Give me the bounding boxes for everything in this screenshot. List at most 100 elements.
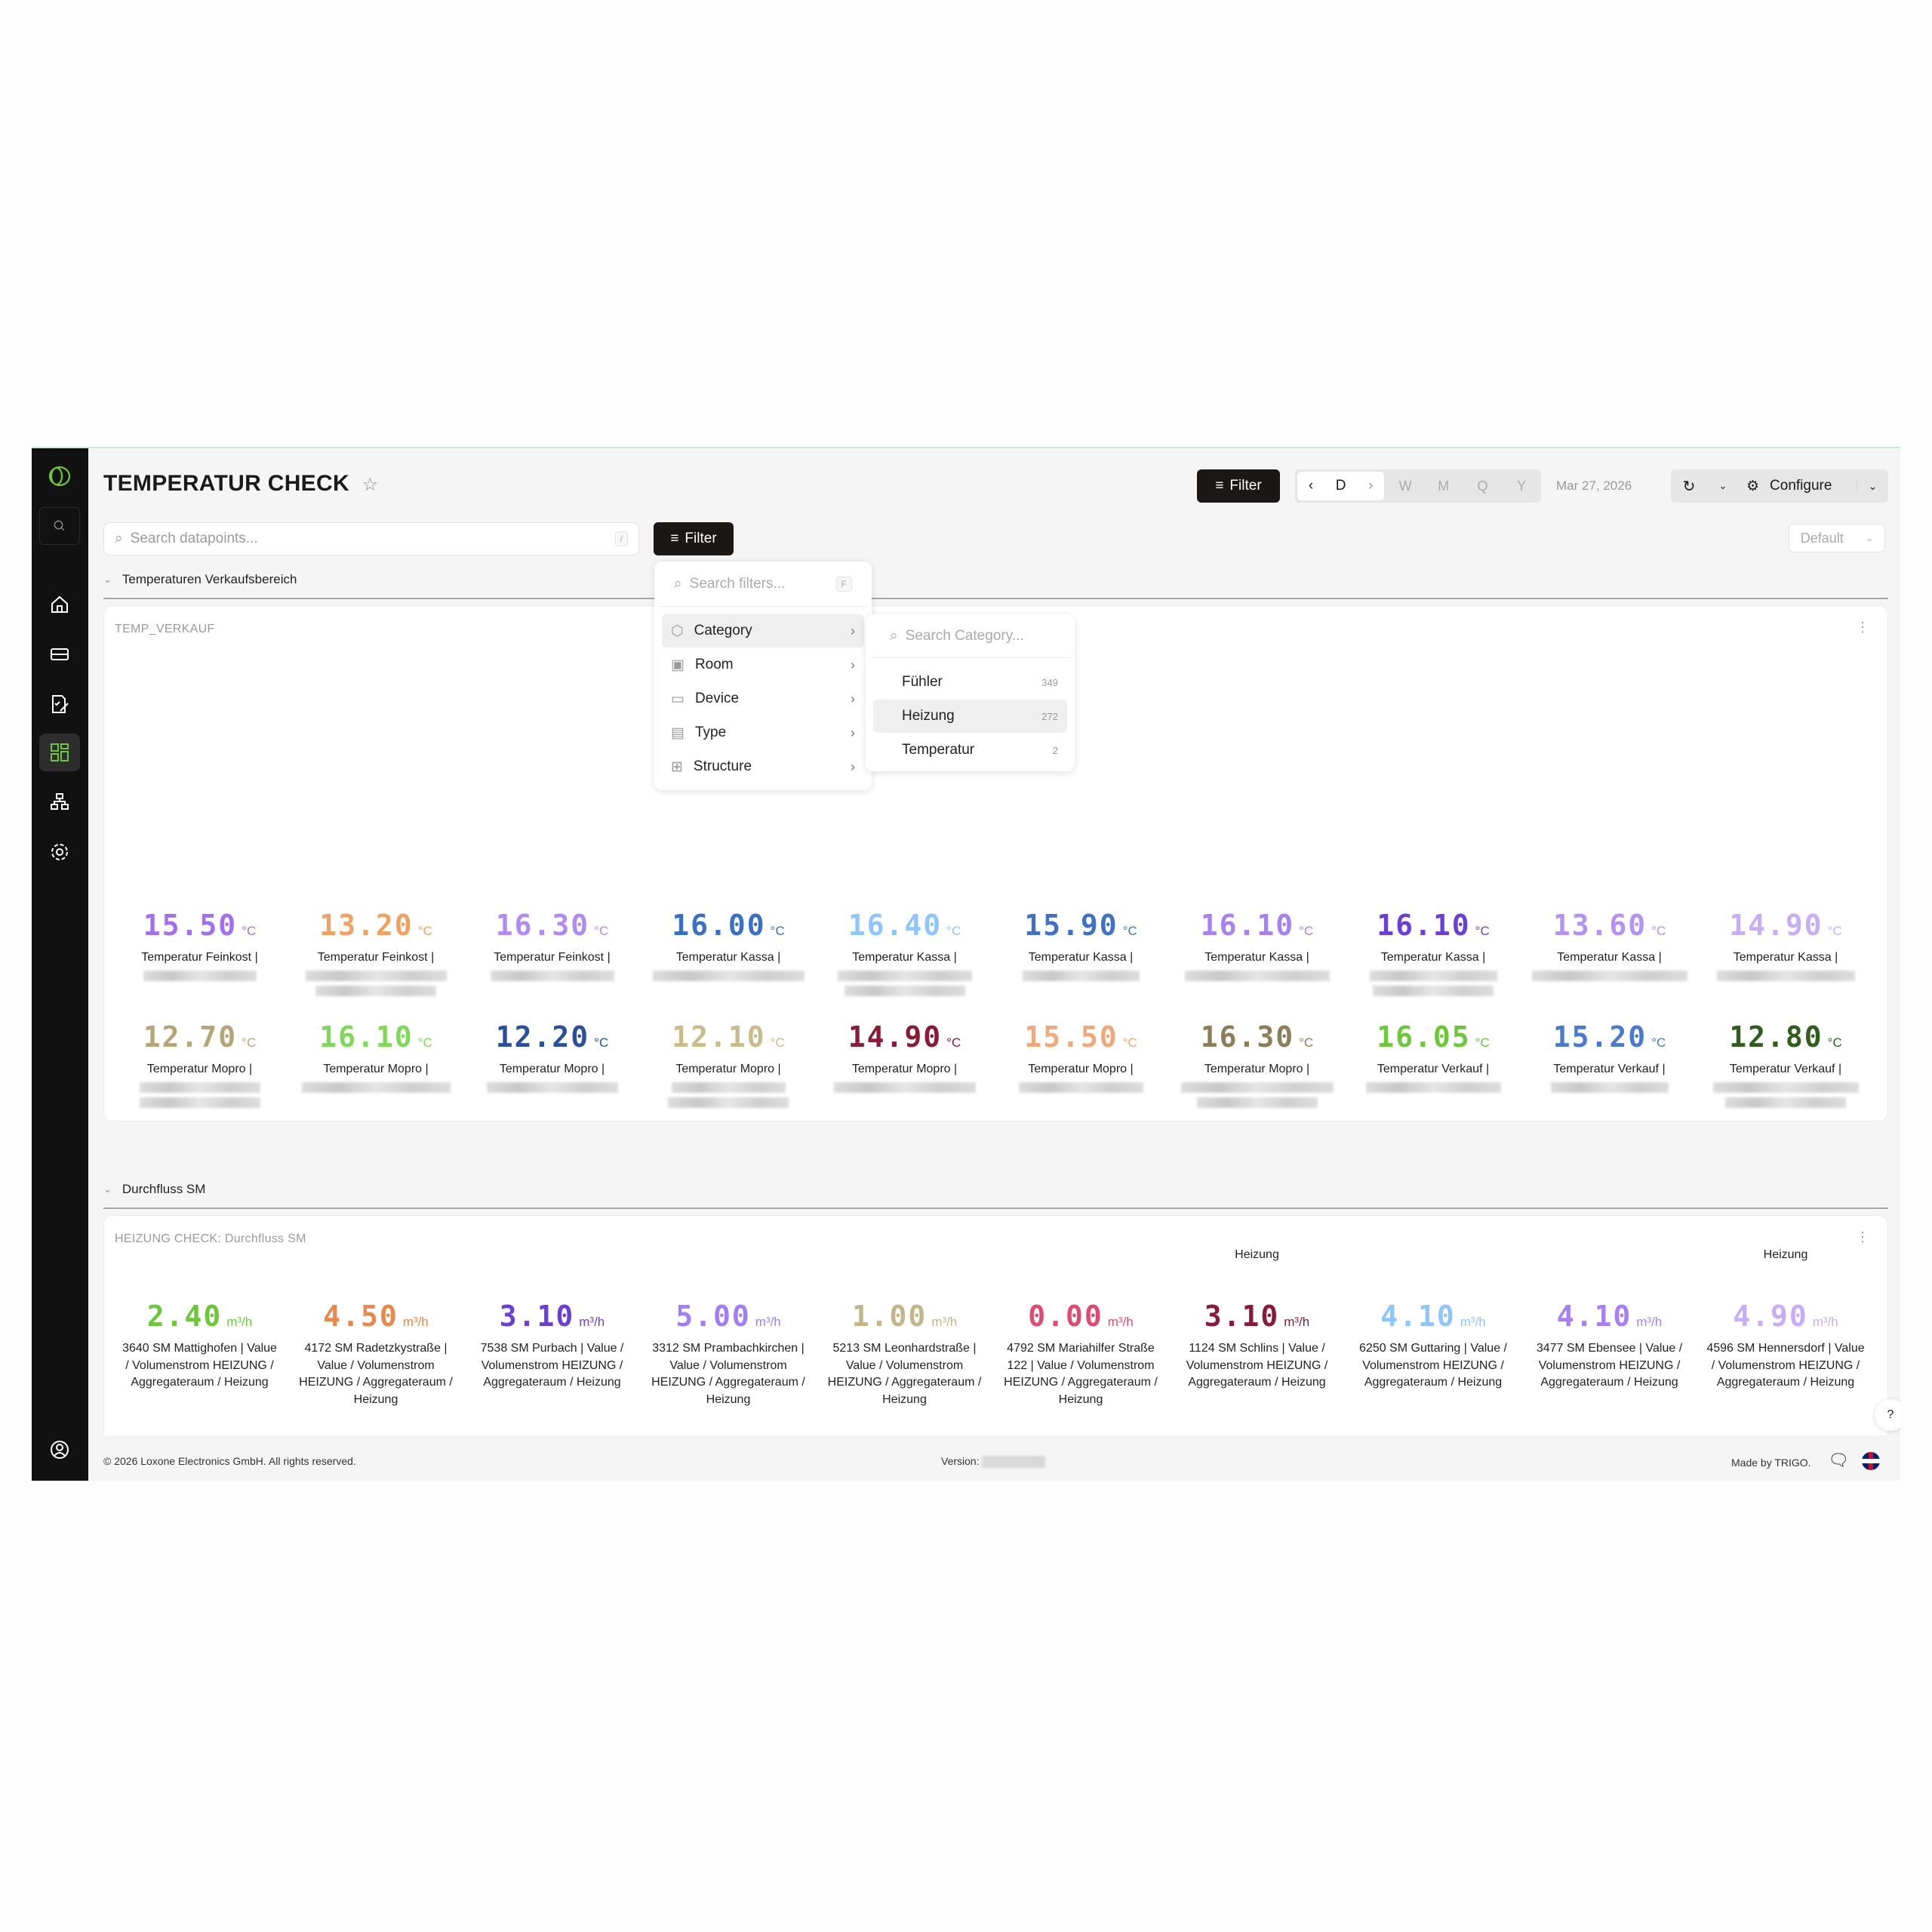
datapoint-tile[interactable]: 4.90 m³/h 4596 SM Hennersdorf | Value / Vo… xyxy=(1701,1300,1871,1392)
datapoint-tile[interactable]: 16.10 °C Temperatur Mopro | xyxy=(291,1020,461,1093)
datapoint-tile[interactable]: 2.40 m³/h 3640 SM Mattighofen | Value / Vo… xyxy=(115,1300,285,1392)
structure-icon: ⊞ xyxy=(671,758,683,775)
filter-menu-item-category[interactable]: ⬡ Category › xyxy=(662,614,864,648)
redacted-label-text xyxy=(1550,1082,1669,1093)
redacted-label-text xyxy=(668,1097,789,1108)
datapoint-label: Temperatur Mopro | xyxy=(1204,1063,1310,1075)
datapoint-tile[interactable]: 14.90 °C Temperatur Kassa | xyxy=(1701,909,1871,981)
checklist-edit-icon[interactable] xyxy=(39,685,80,723)
value-display: 13.20 °C xyxy=(291,909,461,942)
value-number: 1.00 xyxy=(851,1300,928,1333)
period-q[interactable]: Q xyxy=(1477,478,1488,494)
datapoint-tile[interactable]: 15.20 °C Temperatur Verkauf | xyxy=(1524,1020,1694,1093)
datapoint-label: Temperatur Verkauf | xyxy=(1377,1063,1490,1075)
filter-button[interactable]: ≡ Filter xyxy=(654,522,734,555)
datapoint-tile[interactable]: 15.90 °C Temperatur Kassa | xyxy=(996,909,1166,981)
search-icon[interactable] xyxy=(39,507,80,545)
next-period-icon[interactable]: › xyxy=(1368,478,1374,494)
more-options-icon[interactable]: ⋮ xyxy=(1856,620,1869,635)
datapoint-tile[interactable]: 5.00 m³/h 3312 SM Prambachkirchen | Value … xyxy=(644,1300,814,1408)
datapoint-tile[interactable]: 0.00 m³/h 4792 SM Mariahilfer Straße 122 |… xyxy=(996,1300,1166,1408)
filter-menu-item-room[interactable]: ▣ Room › xyxy=(662,648,864,681)
category-search-input[interactable]: ⌕ Search Category... xyxy=(870,614,1070,658)
chevron-down-icon[interactable]: ⌄ xyxy=(103,574,112,585)
section-title: Temperaturen Verkaufsbereich xyxy=(122,572,297,586)
datapoint-tile[interactable]: 4.10 m³/h 3477 SM Ebensee | Value / Volume… xyxy=(1524,1300,1694,1392)
datapoint-tile[interactable]: 13.20 °C Temperatur Feinkost | xyxy=(291,909,461,996)
category-option[interactable]: Heizung 272 xyxy=(873,700,1067,733)
period-day-active[interactable]: ‹ D › xyxy=(1297,472,1385,500)
filter-menu-item-type[interactable]: ▤ Type › xyxy=(662,716,864,749)
help-button[interactable]: ? xyxy=(1875,1399,1900,1431)
filter-search-input[interactable]: ⌕ Search filters... F xyxy=(659,561,867,607)
datapoint-tile[interactable]: 16.10 °C Temperatur Kassa | xyxy=(1349,909,1518,996)
language-flag-uk-icon[interactable] xyxy=(1862,1452,1880,1470)
value-unit: °C xyxy=(417,1035,432,1050)
period-y[interactable]: Y xyxy=(1517,478,1527,494)
period-w[interactable]: W xyxy=(1398,478,1412,494)
redacted-label-text xyxy=(315,986,436,996)
favorite-star-icon[interactable]: ☆ xyxy=(361,475,379,495)
section-title: Durchfluss SM xyxy=(122,1182,206,1196)
datapoint-tile[interactable]: 16.40 °C Temperatur Kassa | xyxy=(820,909,989,996)
chevron-down-icon[interactable]: ⌄ xyxy=(1718,480,1727,491)
chevron-down-icon[interactable]: ⌄ xyxy=(1857,479,1888,493)
value-unit: m³/h xyxy=(931,1315,958,1329)
section-header[interactable]: ⌄ Durchfluss SM xyxy=(103,1182,205,1197)
datapoint-tile[interactable]: 3.10 m³/h 7538 SM Purbach | Value / Volume… xyxy=(467,1300,637,1392)
period-m[interactable]: M xyxy=(1438,478,1450,494)
datapoint-tile[interactable]: 16.00 °C Temperatur Kassa | xyxy=(644,909,814,981)
section-header[interactable]: ⌄ Temperaturen Verkaufsbereich xyxy=(103,572,297,587)
datapoint-tile[interactable]: 16.10 °C Temperatur Kassa | xyxy=(1172,909,1342,981)
datapoint-tile[interactable]: 4.50 m³/h 4172 SM Radetzkystraße | Value /… xyxy=(291,1300,461,1408)
configure-button[interactable]: ⚙ Configure ⌄ xyxy=(1731,469,1888,503)
category-option[interactable]: Fühler 349 xyxy=(873,666,1067,699)
filter-icon: ≡ xyxy=(670,531,679,546)
value-number: 16.10 xyxy=(1377,909,1471,942)
filter-menu-item-device[interactable]: ▭ Device › xyxy=(662,682,864,715)
prev-period-icon[interactable]: ‹ xyxy=(1308,478,1314,494)
refresh-button[interactable]: ↻ ⌄ xyxy=(1671,469,1739,503)
datapoint-tile[interactable]: 15.50 °C Temperatur Feinkost | xyxy=(115,909,285,981)
datapoint-tile[interactable]: 14.90 °C Temperatur Mopro | xyxy=(820,1020,989,1093)
search-datapoints-input[interactable]: ⌕ Search datapoints... / xyxy=(103,522,639,555)
datapoint-label: 6250 SM Guttaring | Value / Volumenstrom… xyxy=(1359,1342,1507,1389)
datapoint-tile[interactable]: 16.30 °C Temperatur Mopro | xyxy=(1172,1020,1342,1108)
home-icon[interactable] xyxy=(39,586,80,623)
logo-icon[interactable] xyxy=(39,457,80,495)
dashboard-icon[interactable] xyxy=(39,734,80,771)
category-option[interactable]: Temperatur 2 xyxy=(873,734,1067,767)
datapoint-tile[interactable]: 16.30 °C Temperatur Feinkost | xyxy=(467,909,637,981)
datapoint-tile[interactable]: 12.80 °C Temperatur Verkauf | xyxy=(1701,1020,1871,1108)
view-select[interactable]: Default ⌄ xyxy=(1789,524,1885,552)
datapoint-tile[interactable]: 12.70 °C Temperatur Mopro | xyxy=(115,1020,285,1108)
redacted-label-text xyxy=(844,986,965,996)
datapoint-tile[interactable]: 12.10 °C Temperatur Mopro | xyxy=(644,1020,814,1108)
datapoint-tile[interactable]: 13.60 °C Temperatur Kassa | xyxy=(1524,909,1694,981)
datapoint-tile[interactable]: 15.50 °C Temperatur Mopro | xyxy=(996,1020,1166,1093)
value-unit: °C xyxy=(1122,924,1137,938)
devices-icon[interactable] xyxy=(39,635,80,673)
date-display[interactable]: Mar 27, 2026 xyxy=(1556,478,1632,493)
datapoint-tile[interactable]: 1.00 m³/h 5213 SM Leonhardstraße | Value /… xyxy=(820,1300,989,1408)
user-icon[interactable] xyxy=(39,1431,80,1469)
value-number: 15.50 xyxy=(143,909,238,942)
datapoint-tile[interactable]: 4.10 m³/h 6250 SM Guttaring | Value / Volu… xyxy=(1349,1300,1518,1392)
value-display: 16.30 °C xyxy=(1172,1020,1342,1054)
chevron-down-icon[interactable]: ⌄ xyxy=(103,1183,112,1195)
value-unit: °C xyxy=(594,924,609,938)
datapoint-label: Temperatur Verkauf | xyxy=(1729,1063,1842,1075)
more-options-icon[interactable]: ⋮ xyxy=(1856,1229,1869,1244)
support-chat-icon[interactable]: 🗨 xyxy=(1828,1451,1849,1469)
value-unit: °C xyxy=(1475,1035,1490,1050)
refresh-icon[interactable]: ↻ xyxy=(1682,478,1696,495)
top-filter-button[interactable]: ≡ Filter xyxy=(1197,469,1280,503)
value-unit: °C xyxy=(946,924,961,938)
datapoint-tile[interactable]: 16.05 °C Temperatur Verkauf | xyxy=(1349,1020,1518,1093)
filter-menu-item-structure[interactable]: ⊞ Structure › xyxy=(662,750,864,783)
redacted-label-text xyxy=(139,1082,260,1093)
datapoint-tile[interactable]: 12.20 °C Temperatur Mopro | xyxy=(467,1020,637,1093)
hierarchy-icon[interactable] xyxy=(39,783,80,821)
settings-icon[interactable] xyxy=(39,833,80,871)
datapoint-tile[interactable]: 3.10 m³/h 1124 SM Schlins | Value / Volume… xyxy=(1172,1300,1342,1392)
